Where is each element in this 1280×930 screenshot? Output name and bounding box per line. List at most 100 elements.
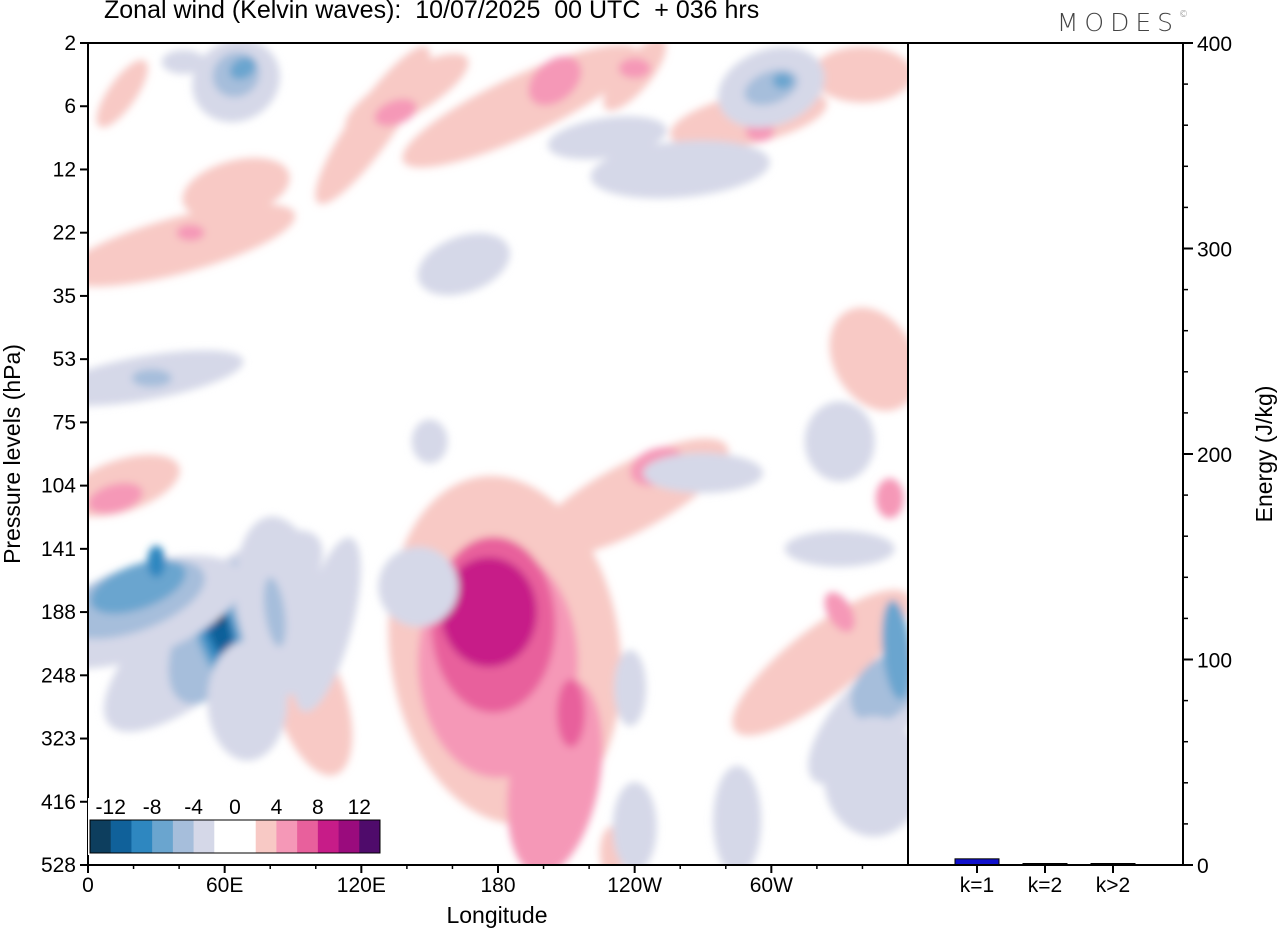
positive-contour [176, 224, 205, 241]
negative-contour [713, 765, 762, 865]
brand-logo: MODES© [1057, 8, 1188, 37]
y-axis-title: Pressure levels (hPa) [0, 344, 25, 564]
negative-contour [263, 577, 286, 647]
negative-contour [772, 72, 793, 89]
positive-contour [812, 46, 908, 103]
x-tick-label: 120W [607, 874, 662, 897]
y-axis: 2 6 12 22 35 53 75 104 141 188 248 323 416 528 [41, 32, 88, 877]
negative-contour [612, 782, 657, 865]
energy-categories: k=1 k=2 k>2 [960, 865, 1130, 897]
brand-text: MODES [1056, 8, 1179, 37]
colorbar-swatch [110, 820, 132, 853]
colorbar-label: -4 [184, 796, 203, 819]
y-tick-label: 141 [41, 538, 76, 561]
colorbar-swatch [90, 820, 112, 853]
positive-contour [528, 56, 582, 106]
positive-contour [531, 438, 729, 559]
colorbar-swatch [338, 820, 360, 853]
negative-contour [229, 57, 257, 80]
y-tick-label: 75 [53, 411, 76, 434]
x-tick-label: 120E [337, 874, 386, 897]
y-tick-label: 323 [41, 728, 76, 751]
positive-contour [875, 478, 904, 519]
energy-axis-title: Energy (J/kg) [1251, 386, 1277, 523]
colorbar-swatch [297, 820, 319, 853]
y-tick-label: 35 [53, 285, 76, 308]
positive-contour [182, 157, 290, 219]
energy-axis: 0 100 200 300 400 [1183, 33, 1232, 878]
colorbar-swatch [235, 820, 257, 853]
y-tick-label: 12 [53, 158, 76, 181]
colorbar-frame [89, 819, 381, 854]
energy-tick-label: 0 [1197, 855, 1209, 878]
positive-contour [824, 592, 855, 633]
energy-frame [907, 42, 1184, 866]
colorbar-swatch [317, 820, 339, 853]
negative-contour [147, 545, 166, 578]
negative-contour [161, 50, 206, 74]
y-tick-label: 53 [53, 348, 76, 371]
x-tick-label: 60W [750, 874, 793, 897]
colorbar-swatch [255, 820, 277, 853]
x-tick-label: 180 [480, 874, 515, 897]
energy-tick-label: 200 [1197, 444, 1232, 467]
positive-contour [732, 589, 908, 736]
colorbar-label: 0 [229, 796, 241, 819]
positive-contour [829, 307, 908, 411]
colorbar-swatch [359, 820, 381, 853]
y-tick-label: 22 [53, 222, 76, 245]
colorbar-swatch [152, 820, 174, 853]
colorbar-swatch [172, 820, 194, 853]
colorbar-label: -8 [143, 796, 162, 819]
positive-contour [440, 557, 537, 668]
negative-contour [547, 116, 667, 160]
colorbar-label: 8 [312, 796, 324, 819]
contour-layer [88, 43, 908, 865]
positive-contour [88, 204, 296, 287]
energy-cat-label: k=1 [960, 874, 994, 897]
positive-contour [374, 99, 417, 127]
negative-contour [614, 650, 647, 726]
y-tick-label: 6 [64, 95, 76, 118]
negative-contour [881, 600, 908, 700]
colorbar-label: 12 [348, 796, 371, 819]
colorbar-swatch [131, 820, 153, 853]
energy-tick-label: 400 [1197, 33, 1232, 56]
positive-contour [618, 58, 651, 79]
y-tick-label: 416 [41, 791, 76, 814]
colorbar-swatch [276, 820, 298, 853]
y-tick-label: 248 [41, 664, 76, 687]
energy-cat-label: k>2 [1096, 874, 1130, 897]
colorbar-swatch [193, 820, 215, 853]
positive-contour [88, 482, 143, 514]
wind-field [88, 43, 908, 865]
energy-tick-label: 100 [1197, 650, 1232, 673]
x-axis: 0 60E 120E 180 120W 60W [82, 865, 864, 897]
y-tick-label: 528 [41, 854, 76, 877]
negative-contour [293, 537, 361, 712]
brand-mark: © [1179, 10, 1188, 20]
chart-title: Zonal wind (Kelvin waves): 10/07/2025 00… [104, 0, 760, 24]
energy-cat-label: k=2 [1028, 874, 1062, 897]
colorbar: -12 -8 -4 0 4 8 12 [88, 796, 382, 855]
colorbar-label: 4 [271, 796, 283, 819]
negative-contour [643, 453, 763, 493]
x-tick-label: 60E [206, 874, 243, 897]
negative-contour [804, 401, 875, 482]
negative-contour [590, 140, 770, 199]
negative-contour [823, 716, 908, 837]
negative-contour [411, 419, 448, 464]
negative-contour [378, 546, 459, 627]
positive-contour [556, 679, 585, 748]
y-tick-label: 2 [64, 32, 76, 55]
colorbar-label: -12 [96, 796, 126, 819]
x-tick-label: 0 [82, 874, 94, 897]
negative-contour [417, 233, 510, 296]
colorbar-swatch [214, 820, 236, 853]
positive-contour [96, 59, 148, 128]
negative-contour [784, 530, 895, 567]
energy-tick-label: 300 [1197, 239, 1232, 262]
negative-contour [131, 369, 172, 388]
y-tick-label: 104 [41, 475, 76, 498]
